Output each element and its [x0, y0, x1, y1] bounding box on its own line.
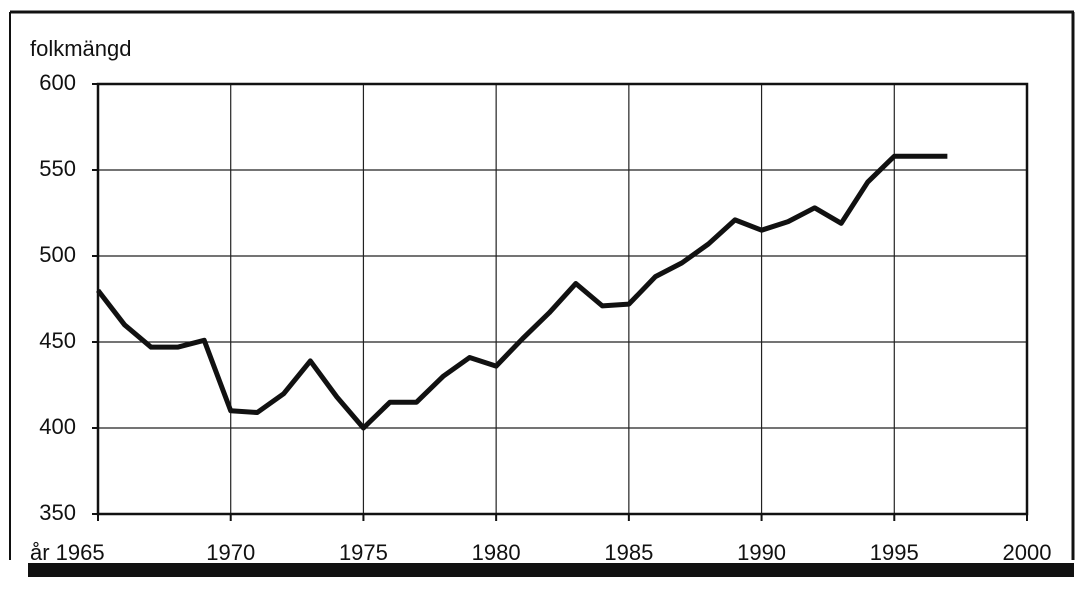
y-tick-label: 400	[39, 414, 76, 439]
data-line	[96, 153, 948, 431]
x-tick-label: 2000	[1003, 540, 1052, 565]
y-tick-label: 450	[39, 328, 76, 353]
plot-border	[96, 82, 1029, 516]
x-tick-label: 1995	[870, 540, 919, 565]
bottom-bar	[28, 563, 1074, 577]
y-axis-label: folkmängd	[30, 36, 132, 61]
y-tick-label: 500	[39, 242, 76, 267]
x-tick-label: 1980	[472, 540, 521, 565]
x-tick-label: år 1965	[30, 540, 105, 565]
x-tick-label: 1975	[339, 540, 388, 565]
x-tick-label: 1985	[604, 540, 653, 565]
y-tick-label: 350	[39, 500, 76, 525]
y-tick-label: 600	[39, 70, 76, 95]
y-tick-label: 550	[39, 156, 76, 181]
x-tick-label: 1990	[737, 540, 786, 565]
x-tick-label: 1970	[206, 540, 255, 565]
